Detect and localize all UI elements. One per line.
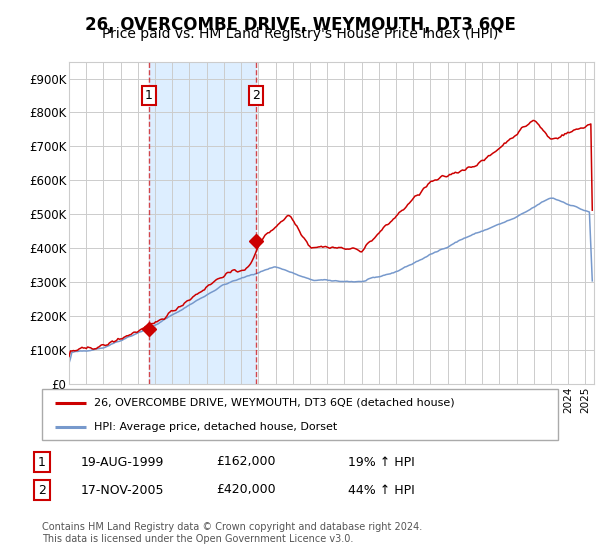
Text: 19% ↑ HPI: 19% ↑ HPI bbox=[348, 455, 415, 469]
FancyBboxPatch shape bbox=[42, 389, 558, 440]
Text: HPI: Average price, detached house, Dorset: HPI: Average price, detached house, Dors… bbox=[94, 422, 337, 432]
Text: 26, OVERCOMBE DRIVE, WEYMOUTH, DT3 6QE (detached house): 26, OVERCOMBE DRIVE, WEYMOUTH, DT3 6QE (… bbox=[94, 398, 454, 408]
Text: 1: 1 bbox=[38, 455, 46, 469]
Text: 17-NOV-2005: 17-NOV-2005 bbox=[81, 483, 164, 497]
Bar bbox=[149, 62, 256, 384]
Text: 44% ↑ HPI: 44% ↑ HPI bbox=[348, 483, 415, 497]
Text: 2: 2 bbox=[253, 89, 260, 102]
Text: 26, OVERCOMBE DRIVE, WEYMOUTH, DT3 6QE: 26, OVERCOMBE DRIVE, WEYMOUTH, DT3 6QE bbox=[85, 16, 515, 34]
Text: 19-AUG-1999: 19-AUG-1999 bbox=[81, 455, 164, 469]
Text: 1: 1 bbox=[145, 89, 152, 102]
Text: Price paid vs. HM Land Registry's House Price Index (HPI): Price paid vs. HM Land Registry's House … bbox=[102, 27, 498, 41]
Text: Contains HM Land Registry data © Crown copyright and database right 2024.
This d: Contains HM Land Registry data © Crown c… bbox=[42, 522, 422, 544]
Text: 2: 2 bbox=[38, 483, 46, 497]
Text: £420,000: £420,000 bbox=[216, 483, 275, 497]
Text: £162,000: £162,000 bbox=[216, 455, 275, 469]
